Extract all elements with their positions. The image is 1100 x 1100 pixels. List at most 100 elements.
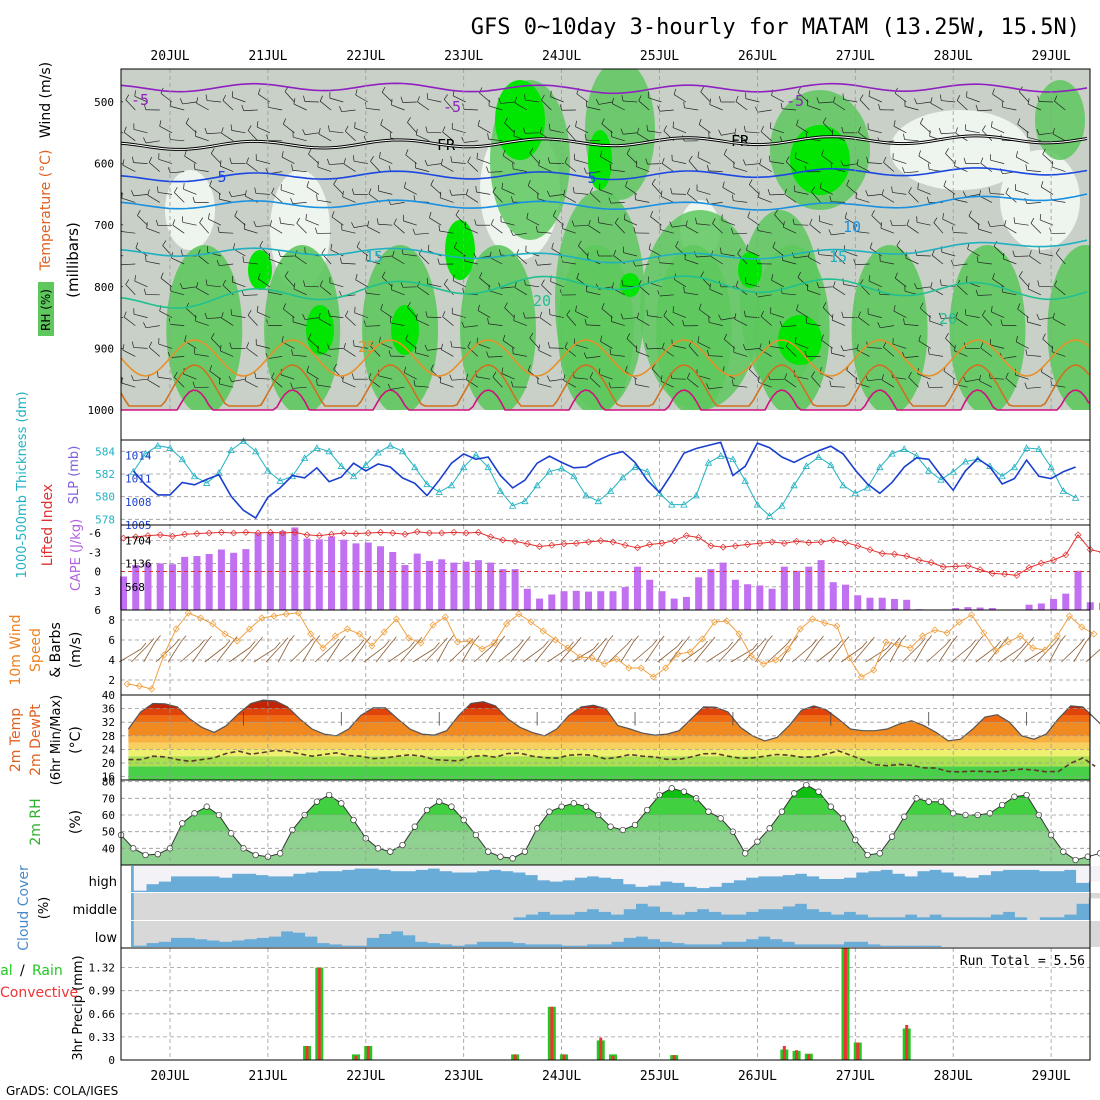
wind-speed-point bbox=[588, 654, 596, 662]
wind-barb-flag bbox=[308, 333, 312, 340]
wind-barb bbox=[464, 227, 479, 234]
thickness-point bbox=[741, 476, 749, 484]
wind-barb-10m-flag bbox=[951, 635, 958, 643]
wind-barb bbox=[1005, 377, 1017, 388]
cloud-cell bbox=[574, 921, 588, 946]
wind-speed-point bbox=[600, 660, 608, 668]
wind-barb bbox=[586, 171, 601, 174]
wind-barb-flag bbox=[1042, 333, 1046, 340]
wind-barb bbox=[329, 97, 344, 103]
wind-barb-flag bbox=[698, 303, 702, 310]
wind-barb-flag bbox=[779, 321, 783, 327]
rh-moist-zone bbox=[555, 190, 645, 410]
wind-barb bbox=[525, 99, 540, 103]
wind-barb bbox=[782, 260, 797, 265]
wind-ytick: 8 bbox=[108, 614, 115, 627]
wind-speed-point bbox=[808, 615, 817, 623]
wind-barb-flag bbox=[626, 148, 631, 155]
wind-barb-10m bbox=[363, 646, 385, 663]
wind-barb-flag bbox=[931, 249, 935, 256]
wind-barb bbox=[415, 385, 430, 388]
wind-speed-point bbox=[1053, 632, 1061, 640]
wind-label-a: 10m Wind bbox=[8, 614, 24, 685]
cloud-cell bbox=[500, 921, 514, 942]
wind-barb bbox=[476, 158, 491, 164]
wind-barb-flag bbox=[856, 344, 859, 351]
precip-ytick: 1.32 bbox=[89, 962, 116, 975]
precip-convective-bar bbox=[782, 1046, 786, 1060]
wind-barb bbox=[1026, 386, 1041, 389]
thickness-point bbox=[888, 449, 896, 457]
cloud-cell bbox=[231, 921, 245, 941]
wind-barb bbox=[904, 356, 919, 358]
cloud-cell bbox=[880, 866, 894, 870]
wind-barb bbox=[598, 101, 613, 105]
wind-speed-point bbox=[1041, 646, 1049, 654]
wind-barb bbox=[637, 133, 650, 142]
run-total-label: Run Total = 5.56 bbox=[960, 954, 1085, 969]
wind-barb bbox=[943, 185, 956, 195]
wind-barb bbox=[868, 280, 882, 288]
wind-barb-10m bbox=[755, 641, 768, 663]
cloud-cell bbox=[366, 866, 380, 869]
wind-label-c: & Barbs bbox=[48, 622, 64, 678]
wind-barb bbox=[271, 192, 283, 203]
cape-bar bbox=[878, 597, 886, 610]
wind-barb-flag bbox=[688, 155, 693, 162]
wind-barb-10m bbox=[840, 647, 863, 663]
wind-barb-flag bbox=[785, 156, 790, 162]
wind-barb bbox=[292, 354, 307, 357]
cloud-low-label: low bbox=[95, 931, 118, 946]
wind-barb-flag bbox=[707, 164, 710, 171]
wind-barb-10m-flag bbox=[224, 640, 231, 647]
wind-barb bbox=[723, 339, 736, 349]
cloud-cell bbox=[733, 921, 747, 942]
slp-axis-label: SLP (mb) bbox=[67, 446, 82, 505]
wind-speed-point bbox=[1078, 623, 1086, 631]
wind-barb bbox=[941, 100, 956, 103]
wind-barb bbox=[806, 323, 821, 326]
wind-barb-flag bbox=[784, 373, 787, 380]
wind-barb bbox=[123, 316, 136, 326]
wind-barb-flag bbox=[443, 279, 448, 285]
thickness-point bbox=[325, 447, 333, 455]
wind-barb bbox=[146, 227, 160, 234]
wind-barb bbox=[1015, 374, 1029, 380]
thickness-point bbox=[533, 481, 541, 489]
cloud-cell bbox=[647, 893, 661, 907]
wind-barb bbox=[284, 91, 295, 103]
wind-barb-flag bbox=[355, 89, 358, 96]
wind-barb bbox=[145, 260, 160, 265]
wind-barb bbox=[574, 159, 589, 164]
wind-barb bbox=[945, 338, 956, 349]
wind-barb-flag bbox=[353, 155, 355, 162]
wind-speed-point bbox=[515, 610, 523, 618]
cloud-cell bbox=[292, 866, 306, 874]
wind-barb-flag bbox=[572, 186, 575, 193]
wind-barb-flag bbox=[538, 159, 541, 166]
wind-barb bbox=[770, 128, 784, 134]
wind-barb-flag bbox=[928, 348, 930, 355]
wind-barb-flag bbox=[828, 229, 832, 236]
wind-barb-10m bbox=[436, 641, 450, 663]
wind-barb-flag bbox=[859, 94, 864, 100]
thickness-point bbox=[582, 491, 590, 499]
wind-barb bbox=[624, 219, 638, 226]
wind-barb-flag bbox=[535, 226, 538, 233]
rh-point bbox=[203, 803, 210, 810]
cloud-cell bbox=[953, 866, 967, 877]
cloud-unit-label: (%) bbox=[37, 897, 52, 920]
wind-barb bbox=[982, 315, 993, 326]
thickness-ytick: 584 bbox=[95, 445, 115, 458]
wind-barb bbox=[170, 324, 185, 326]
wind-barb bbox=[537, 263, 552, 266]
wind-barb bbox=[818, 101, 833, 104]
wind-speed-point bbox=[931, 626, 939, 634]
cloud-cell bbox=[770, 921, 783, 940]
wind-speed-point bbox=[1016, 632, 1025, 640]
wind-barb-flag bbox=[290, 197, 293, 204]
wind-barb bbox=[133, 313, 148, 318]
wind-barb-10m bbox=[522, 646, 544, 663]
wind-barb bbox=[687, 193, 699, 203]
wind-speed-point bbox=[943, 629, 951, 637]
